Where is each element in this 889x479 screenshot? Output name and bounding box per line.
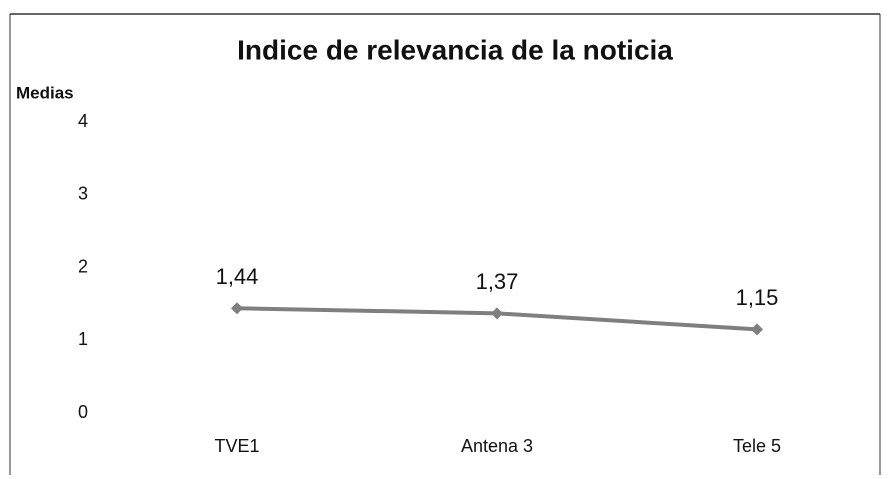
data-label: 1,15 xyxy=(736,285,779,310)
y-tick-label: 2 xyxy=(78,256,88,276)
data-point xyxy=(491,307,503,320)
y-tick-label: 3 xyxy=(78,184,88,204)
x-tick-label: Antena 3 xyxy=(461,436,533,456)
y-tick-label: 1 xyxy=(78,329,88,349)
chart-title: Indice de relevancia de la noticia xyxy=(237,34,673,65)
y-tick-label: 0 xyxy=(78,402,88,422)
y-tick-label: 4 xyxy=(78,111,88,131)
y-axis-label: Medias xyxy=(16,83,74,102)
data-point xyxy=(751,323,763,336)
data-label: 1,44 xyxy=(216,264,259,289)
data-point xyxy=(231,302,243,315)
x-tick-label: TVE1 xyxy=(214,436,259,456)
x-tick-label: Tele 5 xyxy=(733,436,781,456)
data-label: 1,37 xyxy=(476,269,519,294)
